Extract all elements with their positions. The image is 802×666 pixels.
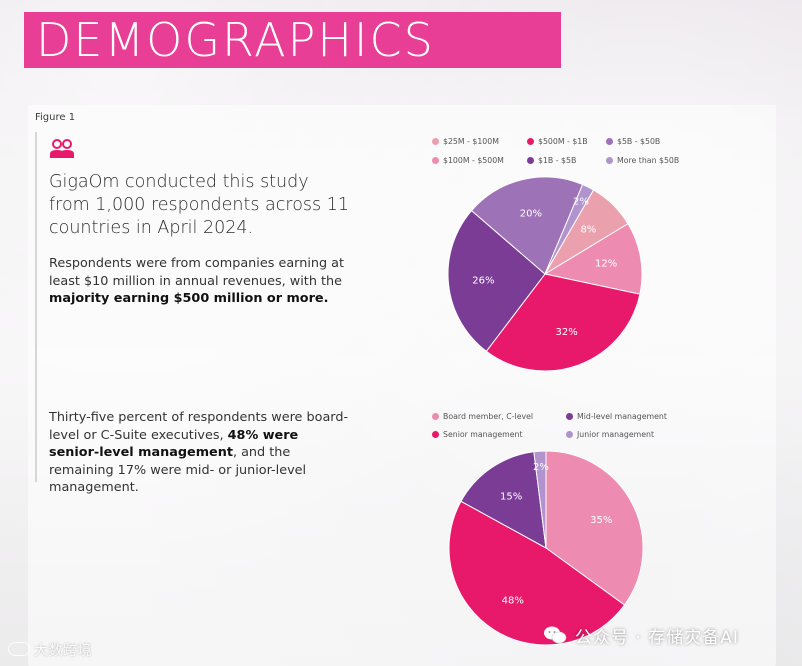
legend-item-5b-50b: $5B - $50B <box>606 137 660 146</box>
pie-data-label: 48% <box>502 595 524 606</box>
legend-item-25m-100m: $25M - $100M <box>432 137 499 146</box>
legend-swatch <box>606 138 613 145</box>
role-pie-chart: 35% 48% 15% 2% <box>448 450 644 646</box>
legend-item-senior: Senior management <box>432 430 523 439</box>
revenue-paragraph-text: Respondents were from companies earning … <box>49 256 345 289</box>
left-accent-bar <box>35 132 37 482</box>
pie-slice <box>545 450 644 606</box>
legend-swatch <box>527 157 534 164</box>
watermark-right: 公众号 · 存储灾备AI <box>543 622 739 648</box>
legend-swatch <box>432 157 439 164</box>
pie-slice <box>544 183 595 275</box>
figure-label: Figure 1 <box>35 112 76 123</box>
legend-item-mid-level: Mid-level management <box>566 412 667 421</box>
legend-label: Mid-level management <box>577 412 667 421</box>
pie-data-label: 26% <box>472 275 494 286</box>
people-icon <box>50 139 74 158</box>
management-paragraph-tail: , and the remaining 17% were mid- or jun… <box>49 445 307 495</box>
legend-label: $100M - $500M <box>443 156 504 165</box>
legend-swatch <box>432 431 439 438</box>
revenue-paragraph: Respondents were from companies earning … <box>49 255 349 308</box>
pie-slice <box>460 451 547 549</box>
legend-item-junior: Junior management <box>566 430 654 439</box>
pie-data-label: 2% <box>533 462 549 473</box>
legend-swatch <box>527 138 534 145</box>
pie-data-label: 32% <box>555 327 577 338</box>
legend-label: Senior management <box>443 430 523 439</box>
watermark-right-text: 公众号 · 存储灾备AI <box>575 627 739 648</box>
pie-data-label: 8% <box>580 225 596 236</box>
pie-slice <box>533 450 547 549</box>
legend-label: $500M - $1B <box>538 137 588 146</box>
management-paragraph-bold: 48% were senior-level management <box>49 427 299 461</box>
revenue-paragraph-bold: majority earning $500 million or more. <box>49 291 329 306</box>
pie-data-label: 35% <box>590 515 612 526</box>
pie-data-label: 15% <box>500 492 522 503</box>
pie-data-label: 2% <box>573 196 589 207</box>
legend-item-board-member: Board member, C-level <box>432 412 533 421</box>
legend-swatch <box>606 157 613 164</box>
legend-label: $25M - $100M <box>443 137 499 146</box>
legend-item-100m-500m: $100M - $500M <box>432 156 504 165</box>
pie-data-label: 12% <box>595 259 617 270</box>
revenue-legend: $25M - $100M $500M - $1B $5B - $50B $100… <box>432 137 732 167</box>
legend-label: $1B - $5B <box>538 156 577 165</box>
intro-text: GigaOm conducted this study from 1,000 r… <box>49 172 349 238</box>
pie-slice <box>448 500 626 646</box>
legend-swatch <box>566 431 573 438</box>
pie-slice <box>447 209 546 352</box>
pie-data-label: 20% <box>520 209 542 220</box>
management-paragraph-text: Thirty-five percent of respondents were … <box>49 410 349 443</box>
legend-swatch <box>566 413 573 420</box>
legend-swatch <box>432 413 439 420</box>
legend-swatch <box>432 138 439 145</box>
legend-label: Board member, C-level <box>443 412 534 421</box>
revenue-pie-chart: 8% 12% 32% 26% 20% 2% <box>447 176 643 372</box>
legend-label: Junior management <box>577 430 655 439</box>
pie-slice <box>543 223 643 295</box>
content-panel <box>28 105 776 666</box>
watermark-logo-icon <box>8 642 30 656</box>
page-header: DEMOGRAPHICS <box>24 12 561 68</box>
page-title: DEMOGRAPHICS <box>36 13 435 67</box>
legend-item-500m-1b: $500M - $1B <box>527 137 588 146</box>
wechat-icon <box>544 626 567 644</box>
legend-label: More than $50B <box>617 156 680 165</box>
watermark-left-text: 大数跨境 <box>34 643 92 659</box>
watermark-left: 大数跨境 <box>8 640 92 660</box>
legend-item-more-than-50b: More than $50B <box>606 156 679 165</box>
role-legend: Board member, C-level Mid-level manageme… <box>432 412 732 442</box>
pie-slice <box>485 273 641 372</box>
legend-label: $5B - $50B <box>617 137 661 146</box>
legend-item-1b-5b: $1B - $5B <box>527 156 576 165</box>
management-paragraph: Thirty-five percent of respondents were … <box>49 409 349 497</box>
